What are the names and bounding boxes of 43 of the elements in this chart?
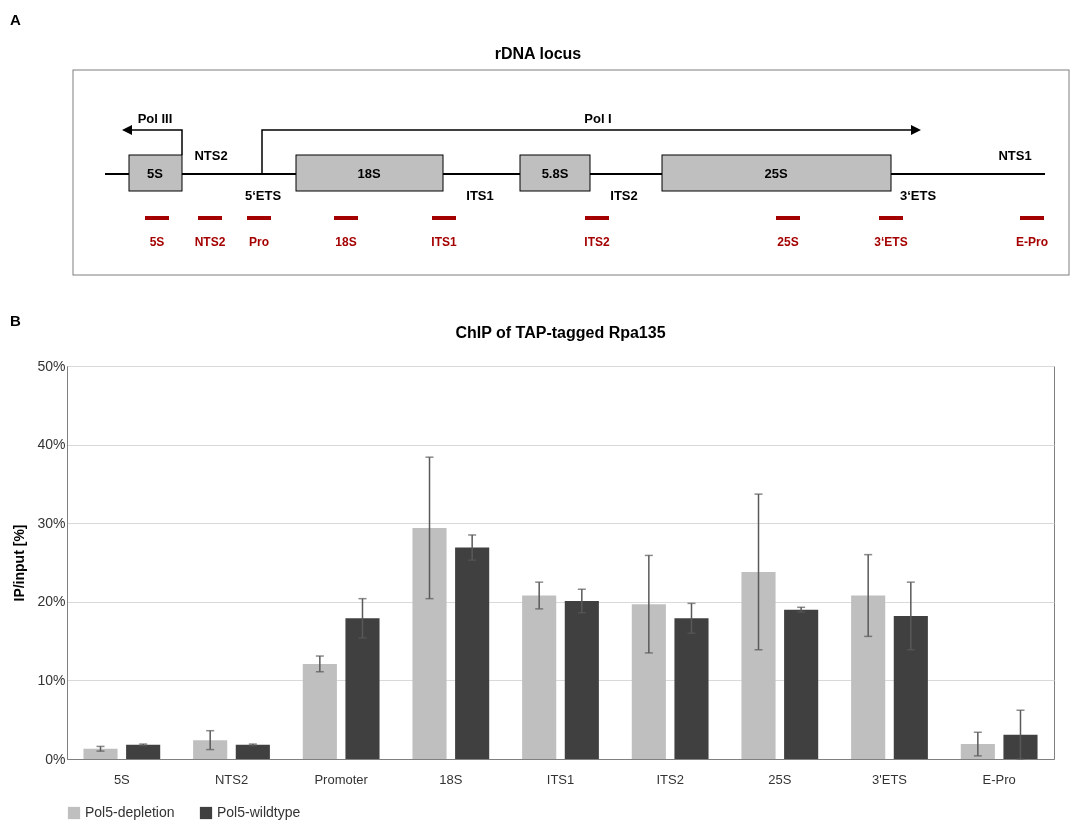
text: A <box>10 11 21 28</box>
text: 3‘ETS <box>899 188 937 203</box>
text: NTS2 <box>194 148 228 163</box>
x-tick-label: 5S <box>113 771 131 787</box>
x-tick-label: Promoter <box>314 771 369 787</box>
y-tick-label: 50% <box>37 357 66 374</box>
text: 5‘ETS <box>244 188 282 203</box>
text: rDNA locus <box>494 45 582 62</box>
text: ITS2 <box>584 235 610 249</box>
x-tick-label: ITS2 <box>656 771 684 787</box>
text: NTS2 <box>194 235 226 249</box>
y-tick-label: 0% <box>45 750 66 767</box>
text: Pol I <box>584 111 612 126</box>
y-axis-title: IP/input [%] <box>11 524 28 602</box>
text: ITS1 <box>466 188 494 203</box>
x-tick-label: 25S <box>768 771 792 787</box>
text: E-Pro <box>1015 235 1049 249</box>
text: 3‘ETS <box>874 235 908 249</box>
text: 5S <box>149 235 165 249</box>
x-tick-label: 18S <box>439 771 463 787</box>
text: ITS1 <box>431 235 457 249</box>
x-tick-label: ITS1 <box>546 771 575 787</box>
text: Pro <box>248 235 270 249</box>
text: 25S <box>777 235 799 249</box>
text: 25S <box>764 166 788 181</box>
text: ITS2 <box>610 188 638 203</box>
y-tick-label: 30% <box>37 514 66 531</box>
y-tick-label: 10% <box>37 671 66 688</box>
x-tick-label: 3'ETS <box>872 771 908 787</box>
legend-label: Pol5-depletion <box>85 804 175 820</box>
text: 5S <box>147 166 164 181</box>
text: B <box>10 312 21 330</box>
chart-title: ChIP of TAP-tagged Rpa135 <box>455 324 666 341</box>
text: 5.8S <box>541 166 569 181</box>
x-tick-label: E-Pro <box>982 771 1016 787</box>
x-tick-label: NTS2 <box>214 771 249 787</box>
y-tick-label: 20% <box>37 593 66 610</box>
text: 18S <box>357 166 381 181</box>
legend-label: Pol5-wildtype <box>217 804 301 820</box>
text: 18S <box>335 235 357 249</box>
y-tick-label: 40% <box>37 436 66 453</box>
text: Pol III <box>137 111 173 126</box>
text: NTS1 <box>998 148 1032 163</box>
